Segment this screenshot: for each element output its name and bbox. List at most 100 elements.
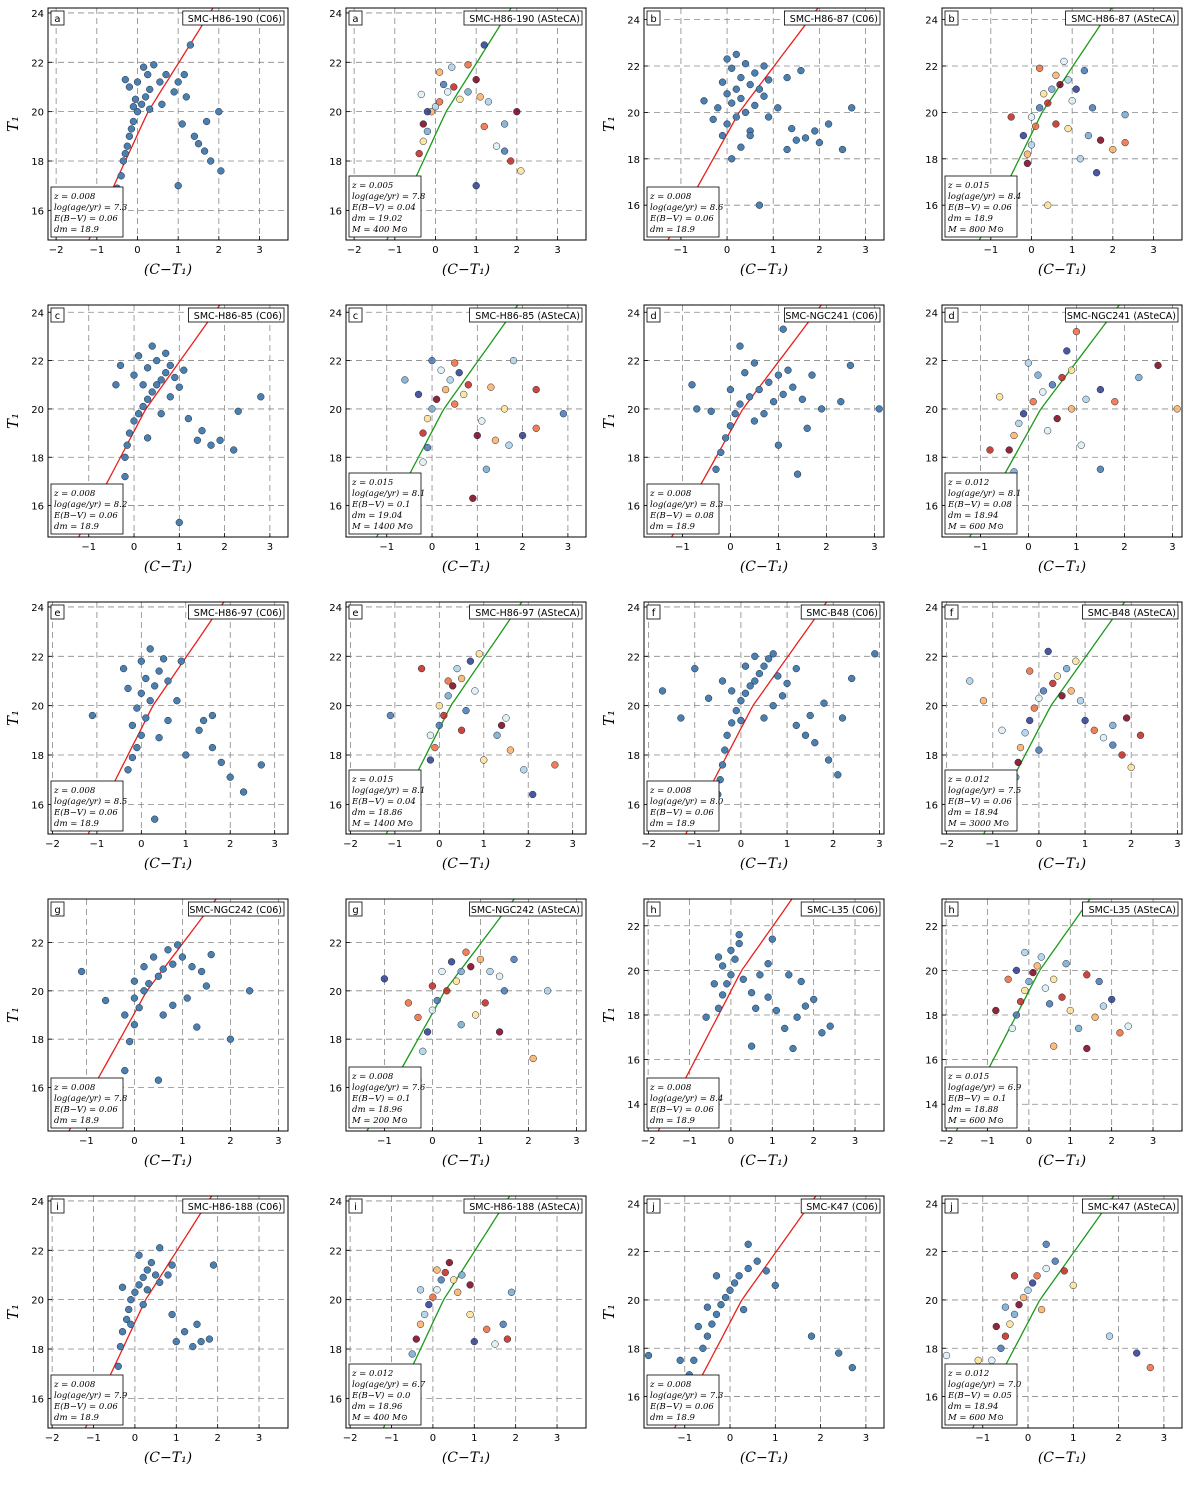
fit-param-line: log(age/yr) = 8.5 xyxy=(54,796,127,807)
x-tick-label: 2 xyxy=(221,542,227,553)
star-point xyxy=(1044,201,1052,209)
star-point xyxy=(995,393,1004,401)
star-point xyxy=(793,1013,801,1021)
star-point xyxy=(412,1335,420,1343)
star-point xyxy=(457,967,465,976)
star-point xyxy=(1080,66,1089,75)
star-point xyxy=(184,414,193,423)
fit-param-line: dm = 18.9 xyxy=(54,225,100,235)
star-point xyxy=(988,1356,996,1364)
star-point xyxy=(159,1011,167,1019)
star-point xyxy=(142,674,150,683)
y-axis-label: T₁ xyxy=(600,1007,618,1023)
star-point xyxy=(186,41,195,49)
cmd-panel: −2 −1 0 1 2 3 16 18 20 22 24 (C−T₁) a SMC-H86-190 (AS… xyxy=(298,0,596,301)
star-point xyxy=(428,982,437,990)
x-tick-label: 1 xyxy=(474,542,480,553)
star-point xyxy=(193,436,202,444)
plot-area xyxy=(978,8,1129,240)
fit-param-line: z = 0.008 xyxy=(649,192,692,202)
star-point xyxy=(974,1356,982,1364)
fit-param-line: dm = 18.9 xyxy=(650,522,696,532)
fit-params-box xyxy=(646,483,720,535)
star-point xyxy=(457,726,466,734)
x-tick-label: −2 xyxy=(641,839,656,850)
star-point xyxy=(986,446,994,454)
star-point xyxy=(495,972,504,980)
y-axis-label: T₁ xyxy=(600,710,618,726)
star-point xyxy=(426,756,435,764)
star-point xyxy=(1024,359,1033,367)
fit-param-line: log(age/yr) = 8.3 xyxy=(650,499,723,510)
x-tick-label: 2 xyxy=(519,542,525,553)
x-tick-label: 1 xyxy=(1073,542,1079,553)
panel-title-box xyxy=(800,1198,881,1214)
panel-letter-box xyxy=(646,10,661,26)
panel-letter-box xyxy=(348,307,363,323)
star-point xyxy=(506,746,515,754)
star-point xyxy=(139,63,148,71)
star-point xyxy=(435,721,443,730)
panel-title: SMC-H86-188 (C06) xyxy=(188,1202,282,1213)
star-point xyxy=(783,679,791,688)
y-axis-label: T₁ xyxy=(4,1304,22,1320)
star-point xyxy=(478,417,486,425)
star-point xyxy=(737,73,745,82)
x-tick-label: 2 xyxy=(1115,1433,1121,1444)
panel-title: SMC-H86-87 (C06) xyxy=(790,14,878,25)
star-point xyxy=(209,1261,218,1269)
star-point xyxy=(760,714,768,722)
star-point xyxy=(764,655,773,663)
x-tick-label: 0 xyxy=(138,839,144,850)
star-point xyxy=(257,393,265,401)
x-tick-label: 0 xyxy=(132,1433,138,1444)
star-point xyxy=(101,996,110,1005)
fit-params-box xyxy=(50,780,124,832)
star-point xyxy=(435,68,444,76)
star-point xyxy=(1135,373,1143,382)
panel-letter: i xyxy=(56,1202,59,1213)
y-tick-label: 22 xyxy=(627,357,640,368)
star-point xyxy=(1122,714,1131,722)
fit-param-line: E(B−V) = 0.06 xyxy=(53,807,118,818)
y-tick-label: 20 xyxy=(627,405,640,416)
star-point xyxy=(453,664,461,673)
y-tick-label: 24 xyxy=(329,603,342,614)
star-point xyxy=(121,453,129,461)
x-tick-label: 1 xyxy=(176,542,182,553)
star-point xyxy=(200,147,209,155)
star-point xyxy=(510,955,518,964)
fit-param-line: log(age/yr) = 8.4 xyxy=(948,191,1021,202)
star-point xyxy=(423,108,432,116)
star-point xyxy=(180,70,188,79)
y-tick-label: 16 xyxy=(329,800,342,811)
y-tick-label: 22 xyxy=(627,1248,640,1259)
star-point xyxy=(1052,71,1060,79)
star-point xyxy=(703,1303,712,1311)
star-point xyxy=(1035,64,1044,72)
star-point xyxy=(723,980,731,988)
star-point xyxy=(419,137,427,145)
star-point xyxy=(741,108,750,117)
fit-params-box xyxy=(50,483,124,535)
star-point xyxy=(998,726,1006,734)
panel-title: SMC-H86-85 (C06) xyxy=(194,311,282,322)
y-tick-label: 20 xyxy=(31,1296,44,1307)
y-tick-label: 24 xyxy=(627,1199,640,1210)
panel-title-box xyxy=(1081,1198,1179,1214)
star-point xyxy=(207,950,215,959)
star-point xyxy=(117,172,125,180)
star-point xyxy=(1034,371,1042,379)
star-point xyxy=(1029,398,1037,406)
star-point xyxy=(779,325,787,333)
cmd-chart: −2 −1 0 1 2 3 16 18 20 22 24 (C−T₁) T₁ e SMC-H86-97 (C… xyxy=(4,601,289,872)
star-point xyxy=(1072,657,1080,665)
star-point xyxy=(169,1001,177,1009)
y-tick-label: 20 xyxy=(31,702,44,713)
y-tick-label: 16 xyxy=(329,502,342,513)
star-point xyxy=(202,982,211,990)
fit-param-line: M = 800 M⊙ xyxy=(947,225,1004,235)
x-tick-label: −1 xyxy=(687,839,702,850)
x-tick-label: −1 xyxy=(387,245,402,256)
star-point xyxy=(433,1286,441,1294)
